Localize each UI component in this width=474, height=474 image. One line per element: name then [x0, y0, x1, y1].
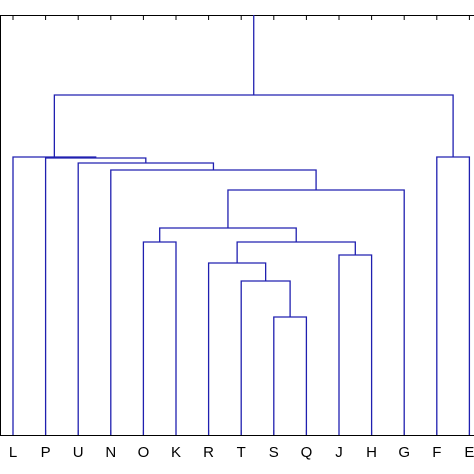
- cluster-link: [338, 254, 373, 435]
- leaf-label: P: [41, 444, 51, 461]
- cluster-link: [436, 156, 471, 435]
- leaf-label: U: [73, 444, 84, 461]
- cluster-link: [110, 169, 317, 435]
- leaf-label: G: [398, 444, 410, 461]
- leaf-label: O: [138, 444, 150, 461]
- leaf-label: F: [432, 444, 441, 461]
- leaf-label: J: [335, 444, 343, 461]
- leaf-label: H: [366, 444, 377, 461]
- leaf-label: Q: [301, 444, 313, 461]
- cluster-link: [236, 241, 356, 263]
- leaf-label: K: [171, 444, 181, 461]
- leaf-label: N: [105, 444, 116, 461]
- cluster-link: [273, 316, 308, 435]
- cluster-link: [44, 157, 147, 435]
- leaf-label: E: [464, 444, 474, 461]
- leaf-label: L: [9, 444, 17, 461]
- cluster-link: [77, 162, 215, 435]
- leaf-label: T: [237, 444, 246, 461]
- cluster-link: [240, 280, 291, 435]
- cluster-link: [53, 94, 454, 157]
- cluster-link: [142, 241, 177, 435]
- leaf-label: R: [203, 444, 214, 461]
- cluster-link: [227, 189, 405, 435]
- cluster-link: [12, 156, 97, 435]
- leaf-label: S: [269, 444, 279, 461]
- plot-frame: [0, 15, 474, 436]
- cluster-link: [159, 227, 297, 242]
- cluster-link: [207, 262, 267, 435]
